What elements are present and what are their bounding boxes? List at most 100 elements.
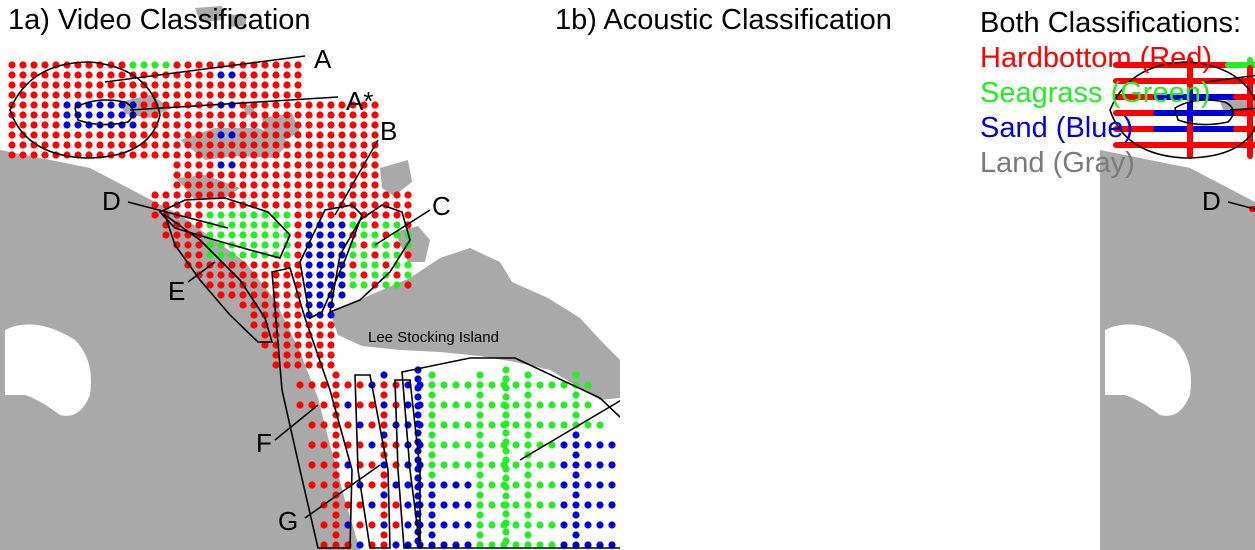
video-sample-point <box>440 381 448 389</box>
video-sample-point <box>283 321 291 329</box>
legend: Both Classifications: Hardbottom (Red) S… <box>980 6 1241 181</box>
video-sample-point <box>228 191 236 199</box>
video-sample-point <box>250 91 258 99</box>
video-sample-point <box>173 131 181 139</box>
video-sample-point <box>261 91 269 99</box>
video-sample-point <box>332 431 340 439</box>
video-sample-point <box>464 481 472 489</box>
video-sample-point <box>294 101 302 109</box>
video-sample-point <box>428 461 436 469</box>
video-sample-point <box>464 521 472 529</box>
video-sample-point <box>464 401 472 409</box>
video-sample-point <box>428 371 436 379</box>
video-sample-point <box>151 191 159 199</box>
video-sample-point <box>283 91 291 99</box>
video-sample-point <box>488 481 496 489</box>
video-sample-point <box>30 151 38 159</box>
video-sample-point <box>502 411 510 419</box>
video-sample-point <box>524 371 532 379</box>
region-a-outline <box>9 61 161 159</box>
video-sample-point <box>63 81 71 89</box>
video-sample-point <box>316 231 324 239</box>
video-sample-point <box>548 481 556 489</box>
video-sample-point <box>382 251 390 259</box>
video-sample-point <box>524 411 532 419</box>
video-sample-point <box>272 131 280 139</box>
video-sample-point <box>294 201 302 209</box>
video-sample-point <box>239 81 247 89</box>
video-sample-point <box>118 71 126 79</box>
video-sample-point <box>536 381 544 389</box>
video-sample-point <box>283 101 291 109</box>
video-sample-point <box>380 391 388 399</box>
video-sample-point <box>162 111 170 119</box>
video-sample-point <box>41 151 49 159</box>
video-sample-point <box>327 101 335 109</box>
video-sample-point <box>404 281 412 289</box>
video-sample-point <box>184 101 192 109</box>
video-sample-point <box>371 191 379 199</box>
video-sample-point <box>19 151 27 159</box>
video-sample-point <box>162 131 170 139</box>
video-sample-point <box>228 141 236 149</box>
video-sample-point <box>184 191 192 199</box>
video-sample-point <box>308 421 316 429</box>
video-sample-point <box>129 61 137 69</box>
video-sample-point <box>360 141 368 149</box>
video-sample-point <box>19 111 27 119</box>
video-sample-point <box>536 401 544 409</box>
video-sample-point <box>316 301 324 309</box>
video-sample-point <box>63 121 71 129</box>
video-sample-point <box>74 81 82 89</box>
video-sample-point <box>239 111 247 119</box>
video-sample-point <box>30 121 38 129</box>
video-sample-point <box>272 211 280 219</box>
video-sample-point <box>129 131 137 139</box>
video-sample-point <box>548 421 556 429</box>
video-sample-point <box>250 151 258 159</box>
video-sample-point <box>428 421 436 429</box>
video-sample-point <box>316 261 324 269</box>
video-sample-point <box>371 151 379 159</box>
video-sample-point <box>332 421 340 429</box>
video-sample-point <box>524 441 532 449</box>
video-sample-point <box>380 401 388 409</box>
acoustic-map-body: AA*BCDEFGHLee Stocking Island <box>1100 57 1255 550</box>
video-sample-point <box>294 231 302 239</box>
video-sample-point <box>250 211 258 219</box>
bay-islet <box>5 324 91 416</box>
video-sample-point <box>393 281 401 289</box>
video-sample-point <box>349 191 357 199</box>
video-sample-point <box>476 411 484 419</box>
video-sample-point <box>548 521 556 529</box>
video-sample-point <box>502 375 510 383</box>
video-sample-point <box>184 201 192 209</box>
video-sample-point <box>217 151 225 159</box>
video-sample-point <box>327 181 335 189</box>
video-sample-point <box>393 221 401 229</box>
video-sample-point <box>261 201 269 209</box>
video-sample-point <box>239 161 247 169</box>
video-sample-point <box>382 261 390 269</box>
video-sample-point <box>464 541 472 549</box>
video-sample-point <box>502 537 510 545</box>
video-sample-point <box>560 521 568 529</box>
video-sample-point <box>502 402 510 410</box>
video-sample-point <box>30 141 38 149</box>
video-sample-point <box>195 201 203 209</box>
legend-heading: Both Classifications: <box>980 7 1242 39</box>
video-sample-point <box>371 201 379 209</box>
video-sample-point <box>294 181 302 189</box>
video-sample-point <box>261 71 269 79</box>
video-sample-point <box>239 171 247 179</box>
video-sample-point <box>19 71 27 79</box>
video-sample-point <box>261 171 269 179</box>
video-sample-point <box>52 141 60 149</box>
video-sample-point <box>206 121 214 129</box>
video-sample-point <box>283 211 291 219</box>
video-sample-point <box>129 121 137 129</box>
video-sample-point <box>332 391 340 399</box>
video-sample-point <box>332 461 340 469</box>
video-sample-point <box>512 401 520 409</box>
video-sample-point <box>360 131 368 139</box>
